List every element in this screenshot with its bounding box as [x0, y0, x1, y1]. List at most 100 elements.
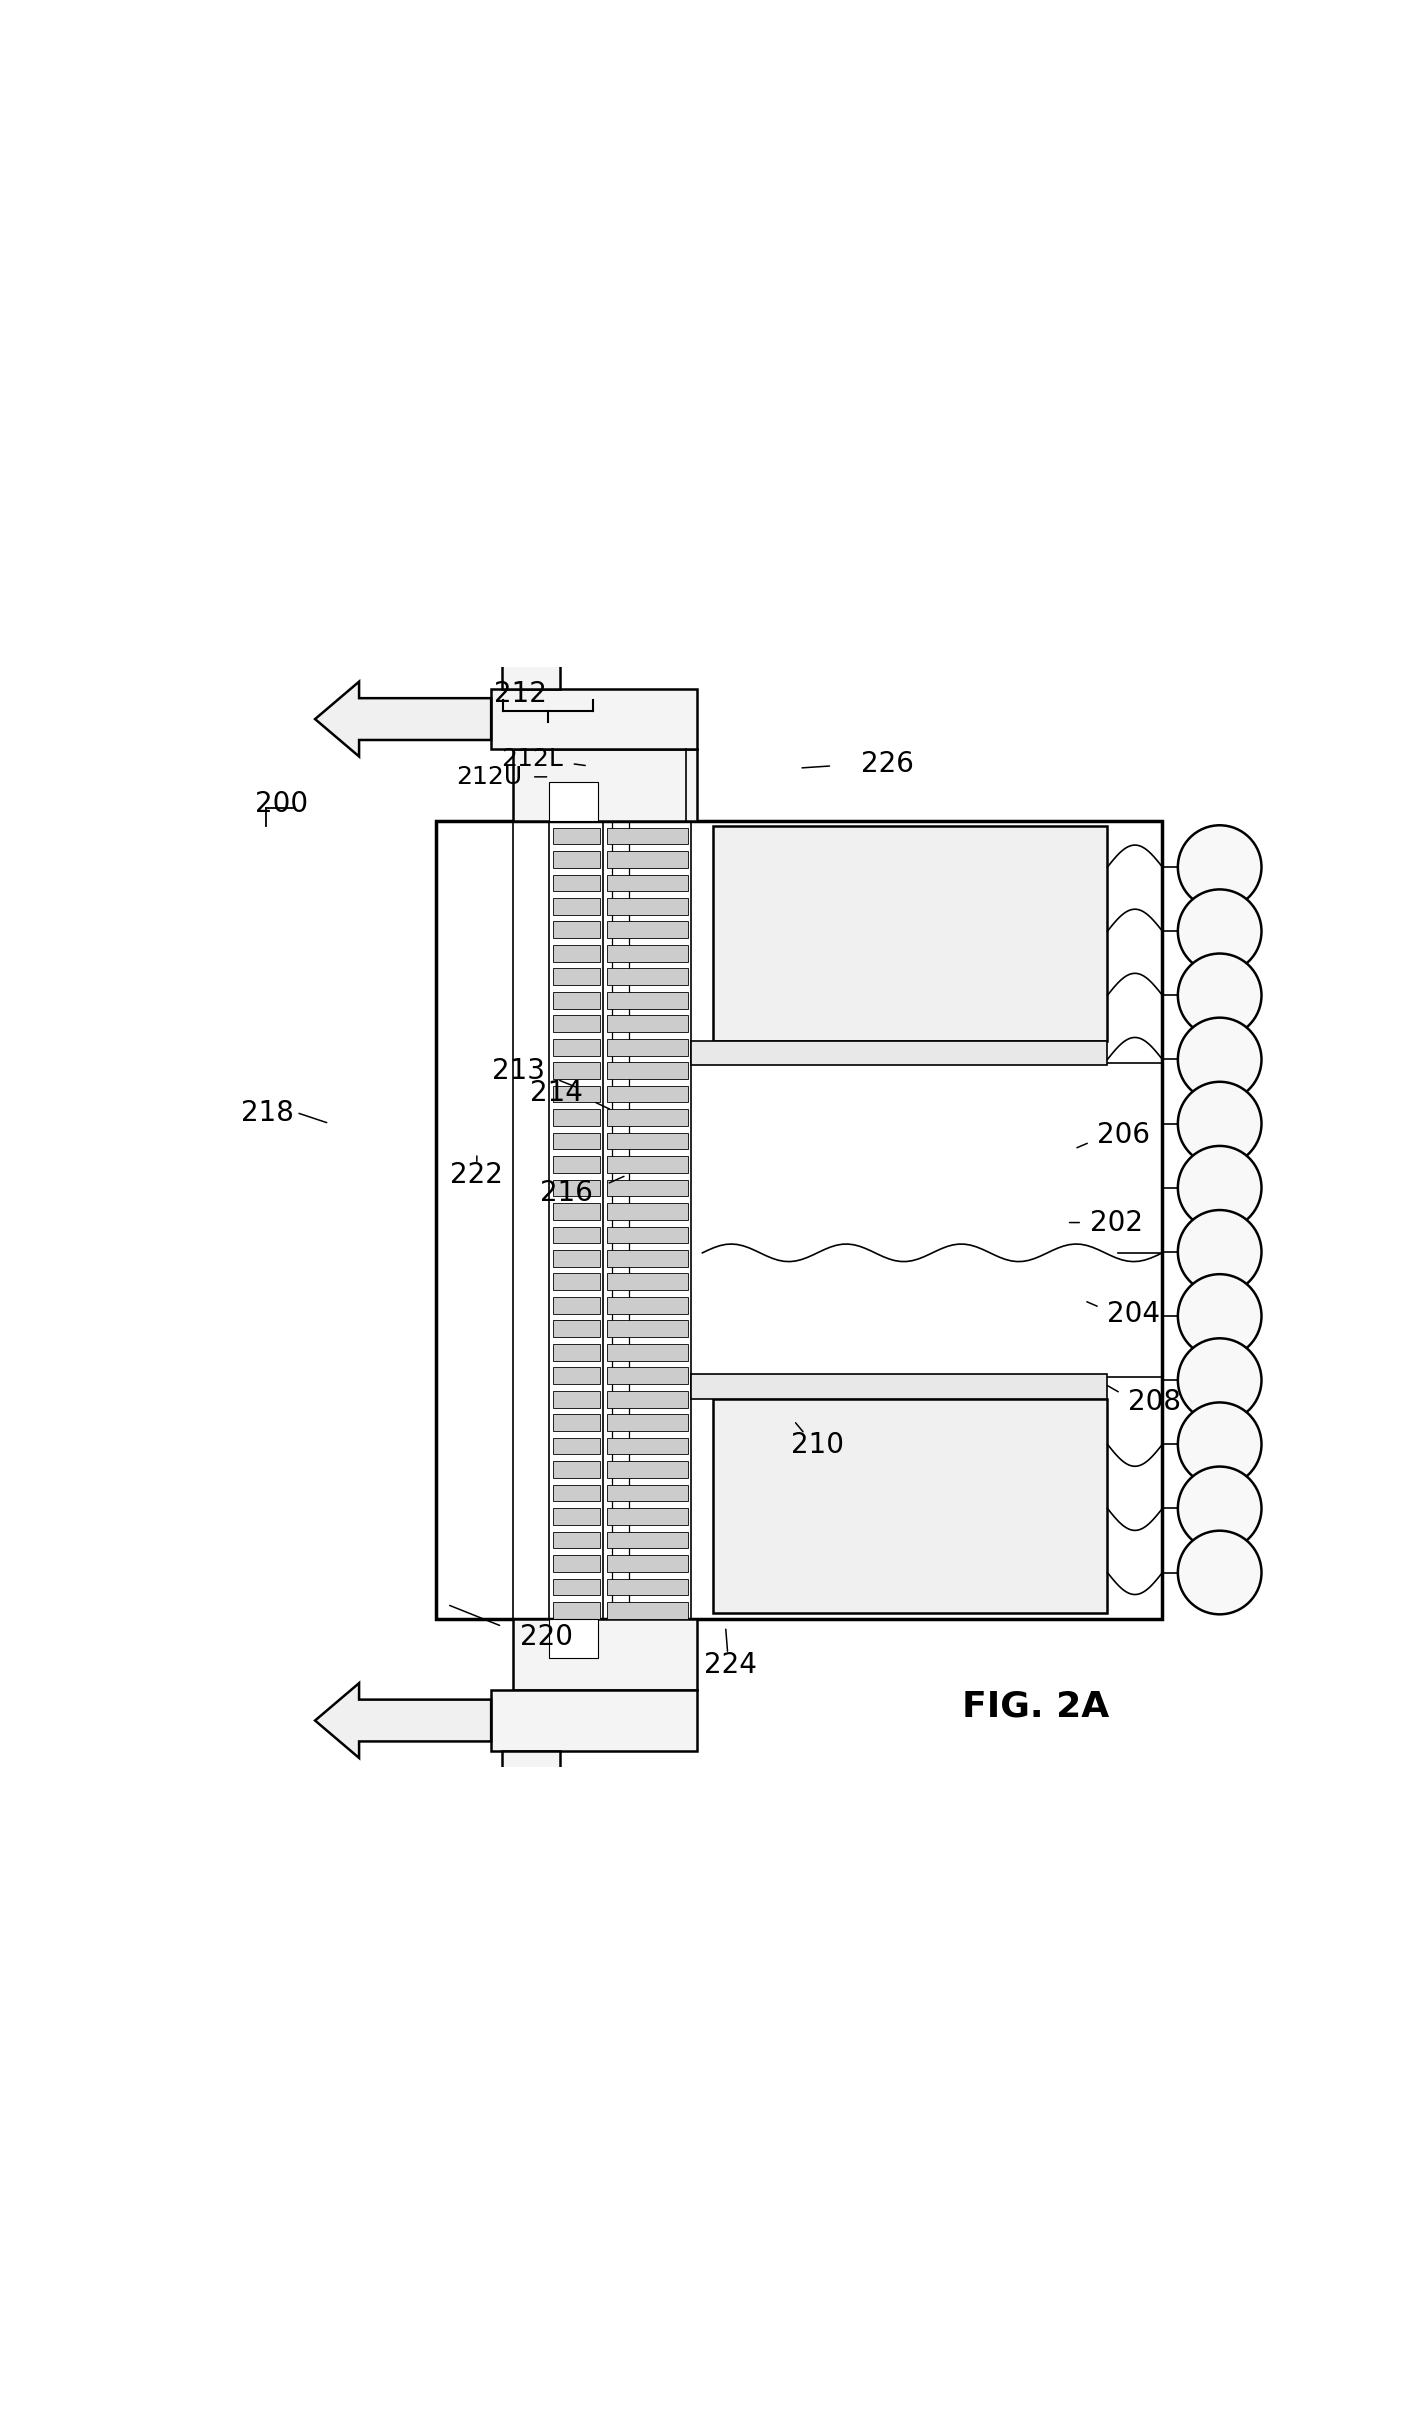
Circle shape [1177, 1082, 1261, 1166]
Bar [552, 945, 601, 962]
Bar [692, 1374, 1108, 1398]
Circle shape [1177, 1403, 1261, 1487]
Circle shape [1177, 824, 1261, 909]
Bar [606, 1272, 689, 1289]
FancyArrow shape [315, 1682, 491, 1757]
Bar [552, 921, 601, 937]
Bar [606, 899, 689, 916]
Bar [606, 945, 689, 962]
Text: 220: 220 [520, 1624, 572, 1651]
Bar [552, 1603, 601, 1620]
Text: 206: 206 [1098, 1121, 1150, 1150]
Bar [606, 1178, 689, 1195]
Bar [552, 1227, 601, 1244]
Bar [552, 1203, 601, 1219]
Bar [606, 1133, 689, 1150]
Bar [606, 1109, 689, 1125]
Text: 224: 224 [703, 1651, 757, 1680]
Bar [606, 1345, 689, 1362]
Bar [552, 875, 601, 892]
Bar [552, 1439, 601, 1456]
Bar [552, 1251, 601, 1268]
FancyArrow shape [315, 682, 491, 757]
Text: 222: 222 [450, 1162, 503, 1188]
Bar [606, 1439, 689, 1456]
Circle shape [1177, 1275, 1261, 1357]
Text: 208: 208 [1129, 1388, 1181, 1417]
Bar [552, 1345, 601, 1362]
Bar [606, 851, 689, 868]
Bar [606, 1554, 689, 1571]
Bar [606, 1460, 689, 1477]
Bar [552, 851, 601, 868]
Bar [606, 1297, 689, 1313]
Bar [606, 1533, 689, 1547]
Bar [606, 1203, 689, 1219]
Bar [552, 1460, 601, 1477]
Circle shape [1177, 1468, 1261, 1550]
Bar [513, 1620, 697, 1689]
Bar [552, 1087, 601, 1101]
Bar [552, 1015, 601, 1031]
Bar [606, 1366, 689, 1383]
Bar [692, 1041, 1108, 1065]
Bar [552, 1178, 601, 1195]
Circle shape [1177, 1145, 1261, 1229]
Circle shape [1177, 1210, 1261, 1294]
Bar [606, 875, 689, 892]
Bar [606, 1157, 689, 1174]
Bar [552, 1485, 601, 1501]
Text: FIG. 2A: FIG. 2A [963, 1689, 1109, 1723]
Bar [606, 1063, 689, 1080]
Bar [552, 1321, 601, 1338]
Bar [606, 969, 689, 986]
Bar [552, 1272, 601, 1289]
Bar [552, 1533, 601, 1547]
Bar [552, 1391, 601, 1407]
Bar [550, 1620, 598, 1658]
Bar [552, 993, 601, 1010]
Bar [606, 1391, 689, 1407]
Bar [552, 1063, 601, 1080]
Bar [552, 1297, 601, 1313]
Circle shape [1177, 954, 1261, 1036]
Bar [606, 827, 689, 844]
Bar [606, 1251, 689, 1268]
Text: 212L: 212L [501, 747, 562, 771]
Bar [606, 1485, 689, 1501]
Text: 213: 213 [493, 1056, 545, 1084]
Bar [552, 1579, 601, 1595]
Bar [552, 1366, 601, 1383]
Text: 212: 212 [494, 680, 547, 709]
Bar [491, 689, 697, 750]
Bar [552, 1039, 601, 1056]
Bar [503, 646, 561, 689]
Circle shape [1177, 1338, 1261, 1422]
Text: 218: 218 [241, 1099, 294, 1125]
Text: 200: 200 [254, 790, 308, 819]
Text: 216: 216 [540, 1178, 592, 1207]
Bar [606, 993, 689, 1010]
Text: 204: 204 [1108, 1299, 1160, 1328]
Bar [606, 1509, 689, 1526]
Bar [436, 822, 1163, 1620]
Bar [606, 1039, 689, 1056]
Bar [606, 1087, 689, 1101]
Bar [503, 1750, 561, 1795]
Bar [513, 750, 697, 822]
Bar [713, 827, 1108, 1041]
Bar [552, 1554, 601, 1571]
Bar [606, 1415, 689, 1432]
Bar [552, 827, 601, 844]
Bar [606, 1227, 689, 1244]
Bar [552, 899, 601, 916]
Text: 202: 202 [1089, 1207, 1143, 1236]
Bar [491, 1689, 697, 1750]
Bar [552, 1157, 601, 1174]
Bar [552, 1509, 601, 1526]
Bar [606, 1579, 689, 1595]
Bar [606, 1015, 689, 1031]
Circle shape [1177, 1530, 1261, 1615]
Bar [552, 969, 601, 986]
Bar [552, 1415, 601, 1432]
